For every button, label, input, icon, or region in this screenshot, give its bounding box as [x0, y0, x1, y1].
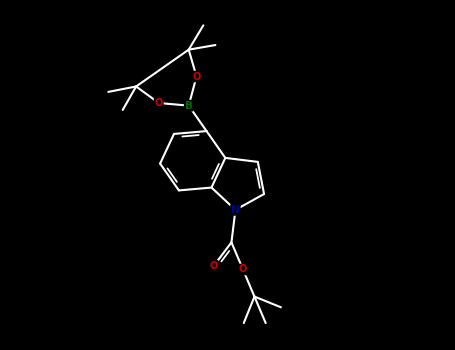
Text: N: N [231, 205, 240, 215]
Text: O: O [155, 98, 163, 108]
Text: B: B [185, 100, 193, 111]
Text: O: O [192, 71, 201, 82]
Text: O: O [239, 265, 247, 274]
Text: O: O [210, 261, 218, 271]
